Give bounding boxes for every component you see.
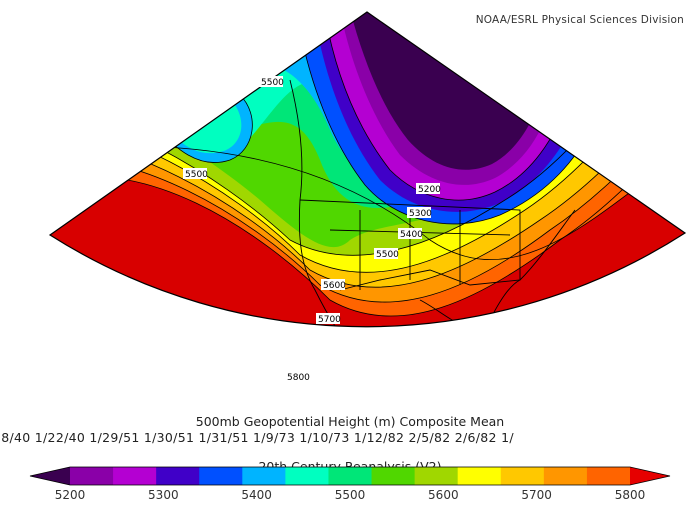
colorbar-tick-label: 5800 bbox=[615, 488, 646, 502]
colorbar-cell bbox=[242, 467, 286, 485]
contour-label: 5300 bbox=[409, 209, 432, 219]
colorbar-tick-label: 5300 bbox=[148, 488, 179, 502]
map-outline bbox=[48, 11, 687, 328]
colorbar-outline bbox=[29, 466, 671, 486]
colorbar-cell bbox=[113, 467, 157, 485]
contour-label: 5600 bbox=[323, 281, 346, 291]
contour-label: 5200 bbox=[418, 185, 441, 195]
colorbar-cell bbox=[328, 467, 373, 485]
colorbar-cell bbox=[630, 467, 670, 485]
composite-dates: 18/40 1/22/40 1/29/51 1/30/51 1/31/51 1/… bbox=[0, 430, 514, 445]
colorbar-cell bbox=[586, 467, 631, 485]
colorbar-ticks: 5200 5300 5400 5500 5600 5700 5800 bbox=[55, 488, 646, 502]
colorbar-cell bbox=[285, 467, 329, 485]
contour-label: 5700 bbox=[318, 315, 341, 325]
colorbar-cell bbox=[30, 467, 70, 485]
colorbar-tick-label: 5700 bbox=[521, 488, 552, 502]
contour-label: 5800 bbox=[287, 373, 310, 383]
contour-label: 5500 bbox=[376, 250, 399, 260]
colorbar-cell bbox=[543, 467, 588, 485]
colorbar-cell bbox=[199, 467, 243, 485]
colorbar-cell bbox=[457, 467, 502, 485]
credit-label: NOAA/ESRL Physical Sciences Division bbox=[475, 14, 684, 26]
colorbar-tick-label: 5200 bbox=[55, 488, 86, 502]
colorbar-tick-label: 5600 bbox=[428, 488, 459, 502]
colorbar-cell bbox=[414, 467, 459, 485]
colorbar-tick-label: 5400 bbox=[241, 488, 272, 502]
colorbar-cells bbox=[30, 467, 670, 485]
colorbar-cell bbox=[500, 467, 545, 485]
colorbar-tick-label: 5500 bbox=[335, 488, 366, 502]
colorbar-cell bbox=[70, 467, 114, 485]
colorbar-cell bbox=[371, 467, 416, 485]
contour-label: 5500 bbox=[261, 78, 284, 88]
figure-title: 500mb Geopotential Height (m) Composite … bbox=[195, 414, 505, 429]
contour-label: 5500 bbox=[185, 170, 208, 180]
contour-label: 5400 bbox=[400, 230, 423, 240]
contour-labels: 5500 5500 5200 5300 5400 5500 5600 5700 … bbox=[183, 76, 441, 383]
colorbar-cell bbox=[156, 467, 200, 485]
